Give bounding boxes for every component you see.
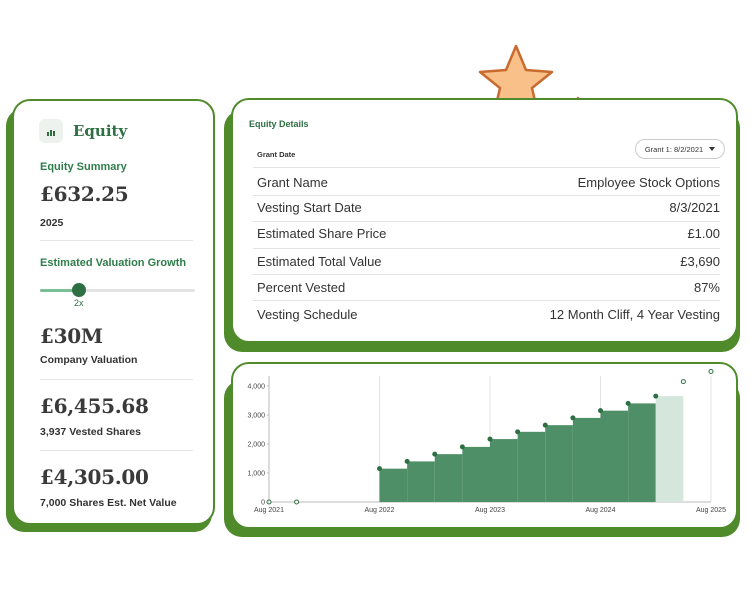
company-valuation-value: £30M xyxy=(40,324,103,348)
detail-label: Estimated Share Price xyxy=(257,225,387,241)
x-tick-label: Aug 2024 xyxy=(586,507,616,514)
vested-bar xyxy=(545,425,573,502)
divider xyxy=(253,167,720,168)
vested-bar xyxy=(434,454,463,502)
divider xyxy=(253,221,720,222)
detail-label: Grant Name xyxy=(257,174,328,190)
detail-label: Estimated Total Value xyxy=(257,253,382,269)
summary-year: 2025 xyxy=(40,217,64,229)
divider xyxy=(253,248,720,249)
vested-bar xyxy=(517,431,546,502)
net-value: £4,305.00 xyxy=(40,465,149,489)
equity-summary-label: Equity Summary xyxy=(40,161,127,173)
equity-summary-value: £632.25 xyxy=(40,182,129,206)
company-valuation-label: Company Valuation xyxy=(40,354,138,366)
detail-value: 87% xyxy=(693,279,720,295)
data-point xyxy=(487,436,493,442)
detail-row: Vesting Schedule 12 Month Cliff, 4 Year … xyxy=(257,304,720,324)
detail-row: Estimated Total Value £3,690 xyxy=(257,251,720,271)
projected-bar xyxy=(655,396,684,502)
chevron-down-icon xyxy=(709,147,716,151)
detail-label: Percent Vested xyxy=(257,279,346,295)
detail-row: Grant Name Employee Stock Options xyxy=(257,172,720,192)
data-point xyxy=(432,451,438,457)
y-tick-label: 4,000 xyxy=(247,384,265,391)
detail-value: Employee Stock Options xyxy=(577,174,720,190)
vested-shares-label: 3,937 Vested Shares xyxy=(40,426,141,438)
data-point xyxy=(404,458,410,464)
detail-row: Vesting Start Date 8/3/2021 xyxy=(257,197,720,217)
y-tick-label: 2,000 xyxy=(247,442,265,449)
data-point xyxy=(294,499,300,505)
x-tick-label: Aug 2023 xyxy=(475,507,505,514)
divider xyxy=(40,379,193,380)
equity-details-card: Equity Details Grant Date Grant 1: 8/2/2… xyxy=(231,98,738,343)
y-tick-label: 1,000 xyxy=(247,471,265,478)
vested-bar xyxy=(572,417,601,502)
equity-summary-card: Equity Equity Summary £632.25 2025 Estim… xyxy=(12,99,215,525)
data-point xyxy=(598,408,603,414)
divider xyxy=(253,274,720,275)
vesting-chart: 0 1,000 2,000 3,000 4,000 Aug 2021 Aug 2022 Aug… xyxy=(247,369,726,514)
growth-slider[interactable] xyxy=(40,283,195,297)
detail-row: Estimated Share Price £1.00 xyxy=(257,223,720,243)
net-value-label: 7,000 Shares Est. Net Value xyxy=(40,497,177,509)
vested-bar xyxy=(407,461,435,502)
x-tick-label: Aug 2022 xyxy=(365,507,395,514)
y-tick-label: 0 xyxy=(261,500,265,507)
slider-track xyxy=(40,289,195,292)
data-point xyxy=(459,444,465,450)
data-point xyxy=(542,422,548,428)
detail-label: Vesting Schedule xyxy=(257,306,358,322)
detail-value: 12 Month Cliff, 4 Year Vesting xyxy=(549,306,720,322)
data-point xyxy=(515,429,521,435)
x-tick-label: Aug 2025 xyxy=(696,507,726,514)
vested-bar xyxy=(600,410,629,502)
growth-multiplier: 2x xyxy=(74,298,84,308)
data-point xyxy=(708,369,714,374)
detail-value: £1.00 xyxy=(687,225,720,241)
data-point xyxy=(625,400,631,406)
x-tick-label: Aug 2021 xyxy=(254,507,284,514)
slider-thumb[interactable] xyxy=(72,283,86,297)
grant-selector-dropdown[interactable]: Grant 1: 8/2/2021 xyxy=(635,139,725,159)
detail-value: 8/3/2021 xyxy=(669,199,720,215)
data-point xyxy=(680,379,686,385)
divider xyxy=(253,195,720,196)
grant-selector-label: Grant 1: 8/2/2021 xyxy=(644,144,704,154)
growth-label: Estimated Valuation Growth xyxy=(40,257,187,269)
vested-value: £6,455.68 xyxy=(40,394,149,418)
y-tick-label: 3,000 xyxy=(247,413,265,420)
divider xyxy=(40,450,193,451)
vested-bar xyxy=(490,439,518,502)
data-point xyxy=(653,393,659,399)
detail-value: £3,690 xyxy=(680,253,720,269)
detail-row: Percent Vested 87% xyxy=(257,277,720,297)
app-header: Equity xyxy=(39,119,197,143)
vested-bar xyxy=(379,468,408,502)
vesting-chart-card: 0 1,000 2,000 3,000 4,000 Aug 2021 Aug 2022 Aug… xyxy=(231,362,738,529)
detail-label: Vesting Start Date xyxy=(257,199,362,215)
vested-bar xyxy=(628,403,656,502)
grant-date-label: Grant Date xyxy=(257,150,296,159)
slider-fill xyxy=(40,289,80,292)
bar-chart-icon xyxy=(39,119,63,143)
data-point xyxy=(570,415,576,421)
equity-details-title: Equity Details xyxy=(249,119,309,129)
vested-bar xyxy=(462,446,490,502)
divider xyxy=(253,300,720,301)
divider xyxy=(40,240,193,241)
data-point xyxy=(377,466,382,472)
app-title: Equity xyxy=(73,122,128,140)
